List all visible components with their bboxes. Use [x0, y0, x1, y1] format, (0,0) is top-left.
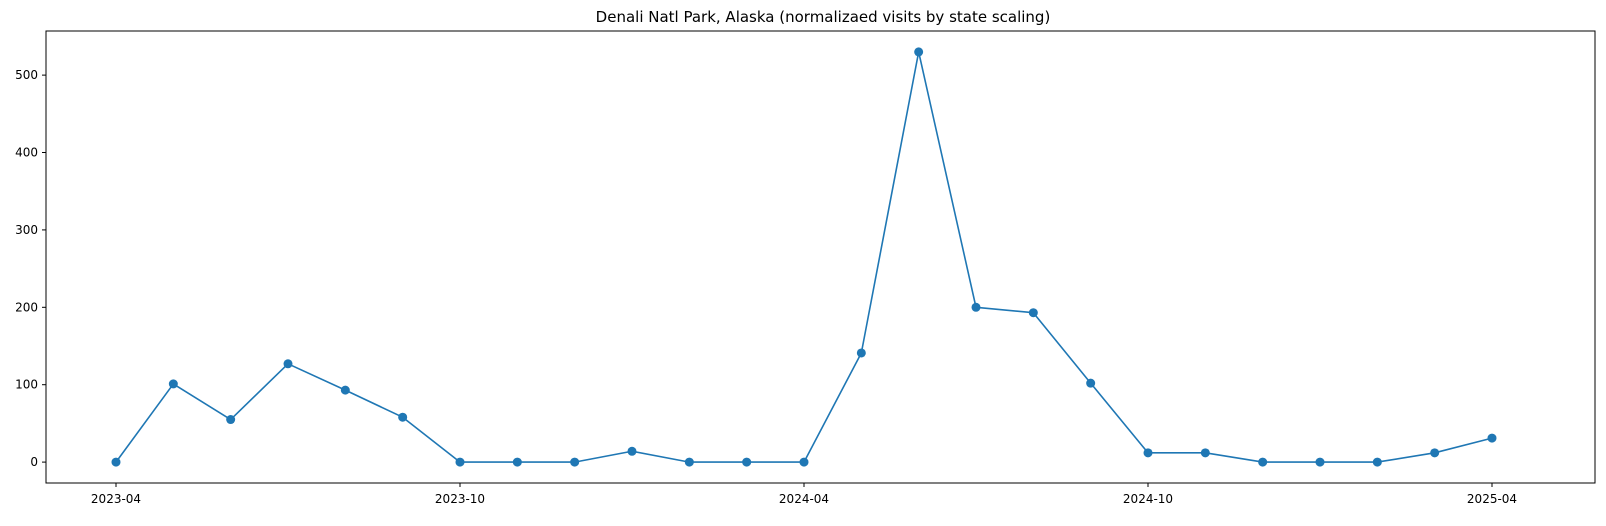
- data-point: [340, 385, 350, 395]
- x-tick-label: 2024-10: [1123, 492, 1173, 506]
- y-tick-label: 100: [15, 378, 38, 392]
- plot-area: [45, 30, 1596, 484]
- data-point: [799, 457, 809, 467]
- data-point: [398, 412, 408, 422]
- data-point: [1086, 378, 1096, 388]
- data-point: [742, 457, 752, 467]
- y-tick-label: 0: [30, 455, 38, 469]
- x-tick-label: 2023-04: [91, 492, 141, 506]
- data-point: [1028, 308, 1038, 318]
- data-point: [1315, 457, 1325, 467]
- y-tick-label: 200: [15, 300, 38, 314]
- x-tick-label: 2025-04: [1467, 492, 1517, 506]
- y-tick-label: 500: [15, 68, 38, 82]
- data-point: [856, 348, 866, 358]
- data-point: [1430, 448, 1440, 458]
- data-point: [684, 457, 694, 467]
- data-point: [627, 446, 637, 456]
- x-axis: 2023-04 2023-10 2024-04 2024-10 2025-04: [91, 483, 1517, 506]
- data-point: [1258, 457, 1268, 467]
- data-point: [971, 302, 981, 312]
- data-point: [1487, 433, 1497, 443]
- series-line-group: [111, 47, 1497, 467]
- data-point: [1200, 448, 1210, 458]
- data-point: [570, 457, 580, 467]
- data-point: [914, 47, 924, 57]
- x-tick-label: 2024-04: [779, 492, 829, 506]
- y-axis: 0 100 200 300 400 500: [15, 68, 46, 469]
- data-point: [226, 415, 236, 425]
- x-tick-label: 2023-10: [435, 492, 485, 506]
- data-point: [1143, 448, 1153, 458]
- y-tick-label: 300: [15, 223, 38, 237]
- data-point: [512, 457, 522, 467]
- series-line: [115, 51, 1493, 463]
- data-point: [111, 457, 121, 467]
- chart-title: Denali Natl Park, Alaska (normalizaed vi…: [596, 8, 1051, 26]
- data-point: [455, 457, 465, 467]
- data-point: [168, 379, 178, 389]
- data-point: [283, 359, 293, 369]
- y-tick-label: 400: [15, 146, 38, 160]
- data-point: [1372, 457, 1382, 467]
